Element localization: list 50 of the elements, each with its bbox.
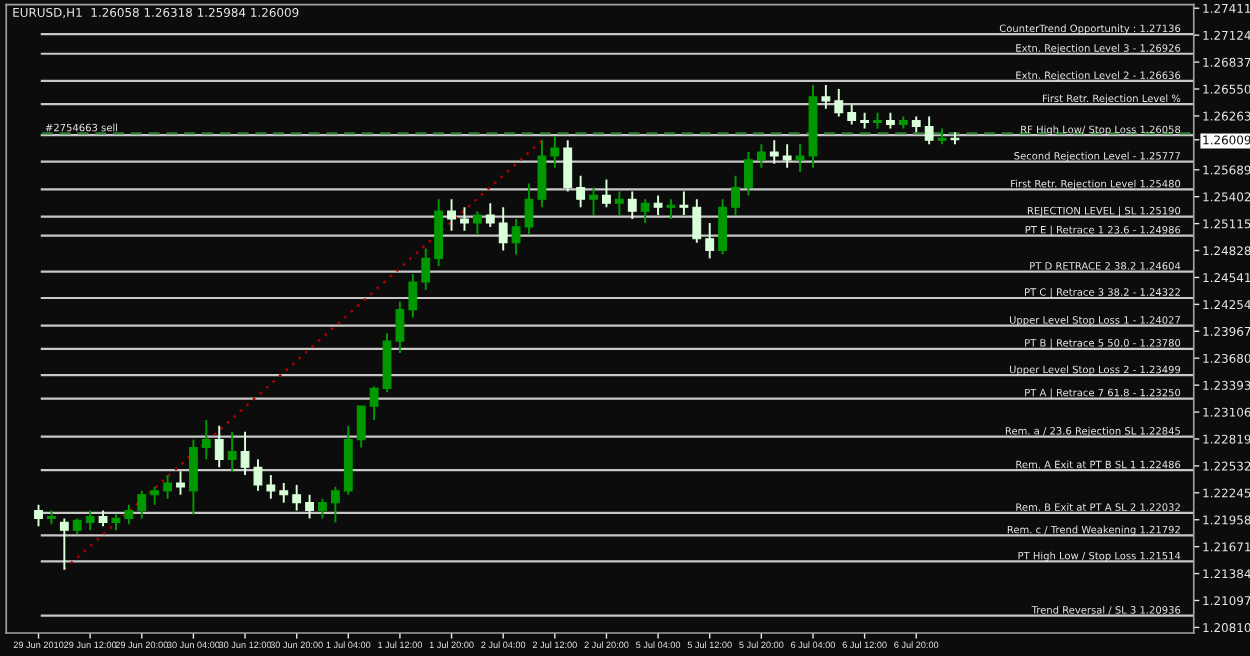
candlestick <box>176 470 185 496</box>
candlestick <box>782 143 792 169</box>
candlestick <box>834 88 844 118</box>
candlestick <box>614 190 624 217</box>
candlestick <box>924 115 934 146</box>
candlestick <box>124 503 134 526</box>
candlestick <box>214 424 224 469</box>
candlestick <box>744 151 753 197</box>
candlestick <box>460 206 469 232</box>
candlestick <box>85 509 95 532</box>
candlestick <box>330 485 340 524</box>
candlestick <box>421 247 431 291</box>
candlestick <box>563 139 573 193</box>
candlestick <box>485 202 495 228</box>
candlestick <box>627 190 637 220</box>
candlestick <box>266 474 276 500</box>
candlestick <box>447 198 456 232</box>
candlestick <box>163 474 173 500</box>
candlestick <box>498 206 508 252</box>
candlestick <box>769 139 779 165</box>
candlestick <box>434 198 444 268</box>
candlestick <box>305 493 315 520</box>
candlestick <box>550 135 560 169</box>
candlestick <box>576 174 586 209</box>
candlestick <box>705 221 715 260</box>
candlestick <box>679 190 689 217</box>
candlestick <box>369 385 379 421</box>
candlestick <box>821 84 831 110</box>
candlestick <box>756 143 766 169</box>
candlestick <box>666 198 676 220</box>
candlestick <box>137 489 147 520</box>
candlestick <box>847 103 857 126</box>
candlestick <box>718 198 728 256</box>
candlestick <box>731 174 740 217</box>
candlestick <box>408 273 418 319</box>
candlestick <box>292 483 302 512</box>
candlestick <box>472 210 482 236</box>
candlestick <box>640 198 650 224</box>
candlestick <box>279 481 289 504</box>
candlestick <box>653 194 663 217</box>
candlestick <box>602 178 611 209</box>
candlestick <box>34 503 43 528</box>
candlestick <box>201 418 211 461</box>
candlestick <box>589 186 598 217</box>
candlestick <box>356 405 366 449</box>
candlestick <box>59 517 69 571</box>
candlestick <box>318 497 327 520</box>
candlestick <box>227 430 237 473</box>
candlestick <box>692 198 702 244</box>
candlestick <box>188 438 198 516</box>
